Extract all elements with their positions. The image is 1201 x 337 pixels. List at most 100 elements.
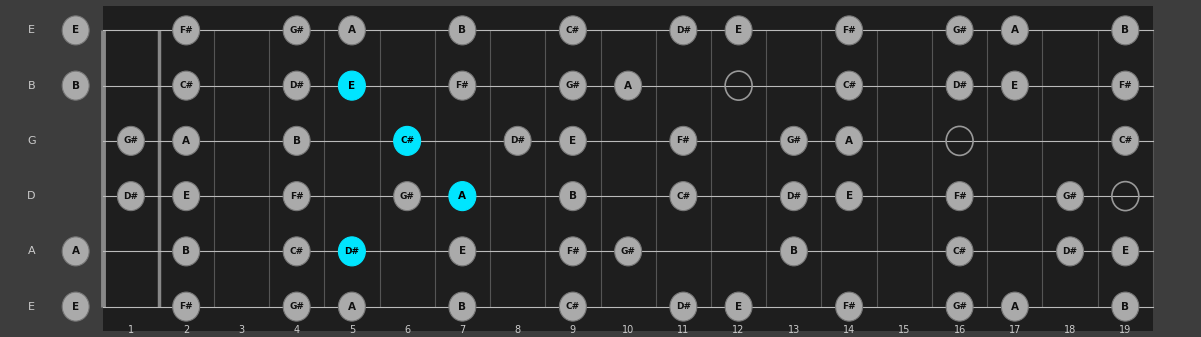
Ellipse shape bbox=[449, 182, 476, 211]
Ellipse shape bbox=[339, 71, 365, 100]
Ellipse shape bbox=[615, 71, 641, 100]
Ellipse shape bbox=[670, 126, 697, 155]
Ellipse shape bbox=[670, 16, 697, 45]
Ellipse shape bbox=[62, 71, 89, 100]
Ellipse shape bbox=[118, 126, 144, 155]
Text: A: A bbox=[1011, 302, 1018, 312]
Text: F#: F# bbox=[842, 26, 856, 35]
Text: 13: 13 bbox=[788, 325, 800, 335]
Text: 9: 9 bbox=[569, 325, 576, 335]
Ellipse shape bbox=[283, 182, 310, 211]
Ellipse shape bbox=[283, 237, 310, 266]
Text: E: E bbox=[72, 302, 79, 312]
Text: D#: D# bbox=[952, 81, 967, 90]
Ellipse shape bbox=[836, 126, 862, 155]
Text: C#: C# bbox=[400, 136, 414, 145]
Ellipse shape bbox=[283, 126, 310, 155]
Text: F#: F# bbox=[455, 81, 470, 90]
Text: D#: D# bbox=[1063, 247, 1077, 256]
Text: 19: 19 bbox=[1119, 325, 1131, 335]
Ellipse shape bbox=[781, 182, 807, 211]
Text: E: E bbox=[28, 302, 35, 312]
Ellipse shape bbox=[946, 182, 973, 211]
Text: C#: C# bbox=[842, 81, 856, 90]
Text: E: E bbox=[28, 25, 35, 35]
FancyBboxPatch shape bbox=[46, 0, 1159, 335]
Text: B: B bbox=[569, 191, 576, 201]
Ellipse shape bbox=[173, 126, 199, 155]
Ellipse shape bbox=[615, 237, 641, 266]
Ellipse shape bbox=[836, 16, 862, 45]
Text: D: D bbox=[28, 191, 36, 201]
Ellipse shape bbox=[946, 71, 973, 100]
Text: G#: G# bbox=[566, 81, 580, 90]
Text: E: E bbox=[735, 302, 742, 312]
Text: G#: G# bbox=[124, 136, 138, 145]
Ellipse shape bbox=[1112, 237, 1139, 266]
Ellipse shape bbox=[1112, 16, 1139, 45]
Text: G#: G# bbox=[289, 302, 304, 311]
Ellipse shape bbox=[449, 237, 476, 266]
Text: A: A bbox=[1011, 25, 1018, 35]
Ellipse shape bbox=[173, 71, 199, 100]
Ellipse shape bbox=[1112, 292, 1139, 321]
Text: G#: G# bbox=[952, 302, 967, 311]
Text: 5: 5 bbox=[348, 325, 355, 335]
Ellipse shape bbox=[781, 126, 807, 155]
Text: 15: 15 bbox=[898, 325, 910, 335]
Ellipse shape bbox=[339, 16, 365, 45]
Text: F#: F# bbox=[289, 192, 304, 201]
Ellipse shape bbox=[946, 16, 973, 45]
Text: B: B bbox=[790, 246, 797, 256]
Text: B: B bbox=[459, 302, 466, 312]
Ellipse shape bbox=[670, 182, 697, 211]
Ellipse shape bbox=[946, 292, 973, 321]
Text: A: A bbox=[846, 136, 853, 146]
Text: C#: C# bbox=[566, 26, 580, 35]
Ellipse shape bbox=[62, 292, 89, 321]
Text: F#: F# bbox=[1118, 81, 1133, 90]
Text: 3: 3 bbox=[238, 325, 245, 335]
Text: 1: 1 bbox=[127, 325, 135, 335]
Text: C#: C# bbox=[952, 247, 967, 256]
Ellipse shape bbox=[560, 237, 586, 266]
Text: C#: C# bbox=[289, 247, 304, 256]
Ellipse shape bbox=[504, 126, 531, 155]
Ellipse shape bbox=[560, 71, 586, 100]
Text: A: A bbox=[28, 246, 35, 256]
Text: D#: D# bbox=[676, 26, 691, 35]
Text: 14: 14 bbox=[843, 325, 855, 335]
Text: A: A bbox=[183, 136, 190, 146]
Text: D#: D# bbox=[345, 247, 359, 256]
Text: A: A bbox=[348, 25, 355, 35]
Ellipse shape bbox=[560, 16, 586, 45]
Text: 11: 11 bbox=[677, 325, 689, 335]
Ellipse shape bbox=[560, 182, 586, 211]
Text: B: B bbox=[459, 25, 466, 35]
Text: B: B bbox=[1122, 25, 1129, 35]
Ellipse shape bbox=[781, 237, 807, 266]
Ellipse shape bbox=[283, 71, 310, 100]
Ellipse shape bbox=[118, 182, 144, 211]
Ellipse shape bbox=[560, 126, 586, 155]
Text: 10: 10 bbox=[622, 325, 634, 335]
Ellipse shape bbox=[339, 292, 365, 321]
Text: 18: 18 bbox=[1064, 325, 1076, 335]
Ellipse shape bbox=[283, 292, 310, 321]
Text: B: B bbox=[293, 136, 300, 146]
Text: D#: D# bbox=[510, 136, 525, 145]
Text: 2: 2 bbox=[183, 325, 190, 335]
Ellipse shape bbox=[670, 292, 697, 321]
Text: C#: C# bbox=[1118, 136, 1133, 145]
Ellipse shape bbox=[725, 292, 752, 321]
Text: F#: F# bbox=[566, 247, 580, 256]
Text: 16: 16 bbox=[954, 325, 966, 335]
Text: E: E bbox=[183, 191, 190, 201]
Ellipse shape bbox=[1002, 71, 1028, 100]
Text: G: G bbox=[28, 136, 36, 146]
Text: A: A bbox=[348, 302, 355, 312]
Ellipse shape bbox=[1057, 182, 1083, 211]
Text: E: E bbox=[1122, 246, 1129, 256]
Text: G#: G# bbox=[787, 136, 801, 145]
Text: F#: F# bbox=[952, 192, 967, 201]
